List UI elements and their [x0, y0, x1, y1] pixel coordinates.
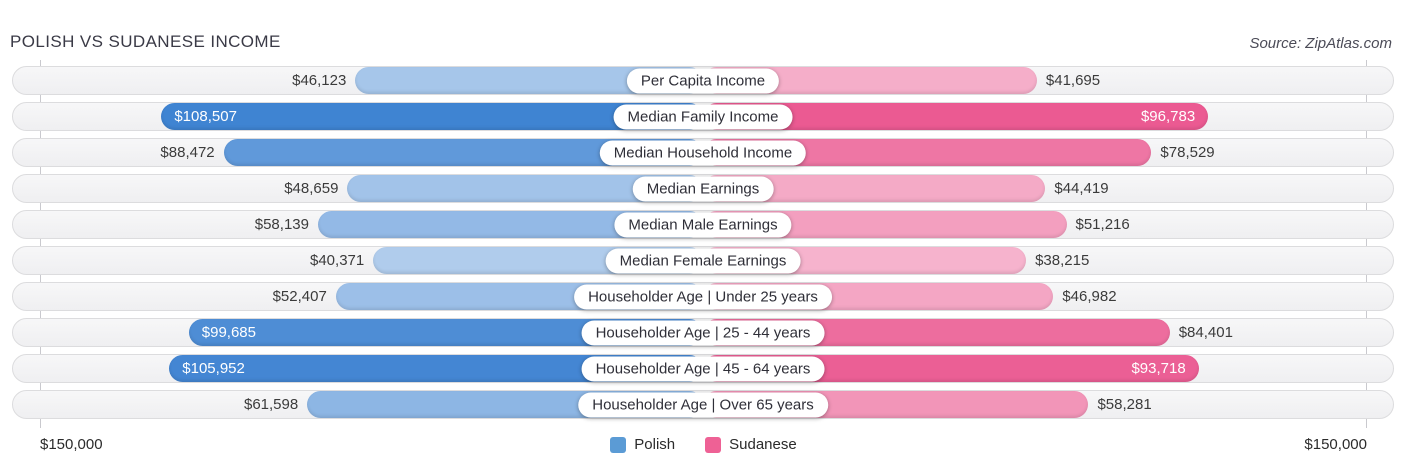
category-label: Median Male Earnings [614, 212, 792, 237]
right-axis-max-label: $150,000 [1304, 436, 1367, 453]
chart-footer: $150,000 Polish Sudanese $150,000 [0, 430, 1406, 453]
legend: Polish Sudanese [600, 436, 806, 453]
sudanese-value-label: $78,529 [1160, 144, 1215, 161]
category-label: Median Earnings [632, 176, 774, 201]
chart-row: $48,659 $44,419 Median Earnings [12, 174, 1394, 203]
sudanese-value-label: $58,281 [1097, 396, 1152, 413]
polish-value-label: $105,952 [182, 360, 245, 377]
sudanese-value-label: $46,982 [1062, 288, 1117, 305]
category-label: Householder Age | Over 65 years [578, 392, 828, 417]
chart-row: $61,598 $58,281 Householder Age | Over 65 … [12, 390, 1394, 419]
chart-row: $46,123 $41,695 Per Capita Income [12, 66, 1394, 95]
chart-title: POLISH VS SUDANESE INCOME [10, 32, 281, 51]
sudanese-value-label: $41,695 [1045, 72, 1101, 89]
polish-value-label: $99,685 [201, 324, 256, 341]
chart-row: $105,952 $93,718 Householder Age | 45 - 64… [12, 354, 1394, 383]
legend-item-sudanese: Sudanese [705, 436, 797, 453]
chart-header: POLISH VS SUDANESE INCOME Source: ZipAtl… [0, 0, 1406, 52]
sudanese-value-label: $44,419 [1054, 180, 1109, 197]
polish-value-label: $108,507 [174, 108, 237, 125]
left-axis-gridline [40, 60, 41, 428]
polish-value-label: $52,407 [272, 288, 327, 305]
polish-value-label: $58,139 [254, 216, 309, 233]
sudanese-legend-label: Sudanese [729, 436, 797, 453]
polish-value-label: $61,598 [243, 396, 299, 413]
category-label: Median Household Income [599, 140, 807, 165]
category-label: Median Family Income [613, 104, 793, 129]
chart-row: $108,507 $96,783 Median Family Income [12, 102, 1394, 131]
chart-row: $58,139 $51,216 Median Male Earnings [12, 210, 1394, 239]
source-credit: Source: ZipAtlas.com [1249, 35, 1392, 52]
sudanese-value-label: $38,215 [1035, 252, 1090, 269]
category-label: Householder Age | 25 - 44 years [581, 320, 825, 345]
polish-legend-swatch [610, 436, 627, 453]
polish-value-label: $40,371 [310, 252, 365, 269]
category-label: Householder Age | 45 - 64 years [581, 356, 825, 381]
chart-row: $52,407 $46,982 Householder Age | Under 25… [12, 282, 1394, 311]
category-label: Median Female Earnings [605, 248, 801, 273]
legend-item-polish: Polish [610, 436, 675, 453]
sudanese-value-label: $51,216 [1075, 216, 1130, 233]
left-axis-max-label: $150,000 [40, 436, 103, 453]
chart-plot-area: $46,123 $41,695 Per Capita Income $108,507 $… [0, 52, 1406, 430]
polish-value-label: $46,123 [292, 72, 347, 89]
category-label: Householder Age | Under 25 years [574, 284, 832, 309]
chart-row: $88,472 $78,529 Median Household Income [12, 138, 1394, 167]
sudanese-value-label: $93,718 [1131, 360, 1186, 377]
right-axis-gridline [1366, 60, 1367, 428]
sudanese-value-label: $84,401 [1178, 324, 1233, 341]
polish-value-label: $88,472 [160, 144, 215, 161]
category-label: Per Capita Income [626, 68, 780, 93]
chart-row: $99,685 $84,401 Householder Age | 25 - 44 … [12, 318, 1394, 347]
sudanese-legend-swatch [705, 436, 722, 453]
sudanese-value-label: $96,783 [1140, 108, 1196, 125]
polish-bar[interactable] [161, 103, 703, 130]
polish-legend-label: Polish [634, 436, 676, 453]
polish-value-label: $48,659 [284, 180, 339, 197]
chart-row: $40,371 $38,215 Median Female Earnings [12, 246, 1394, 275]
